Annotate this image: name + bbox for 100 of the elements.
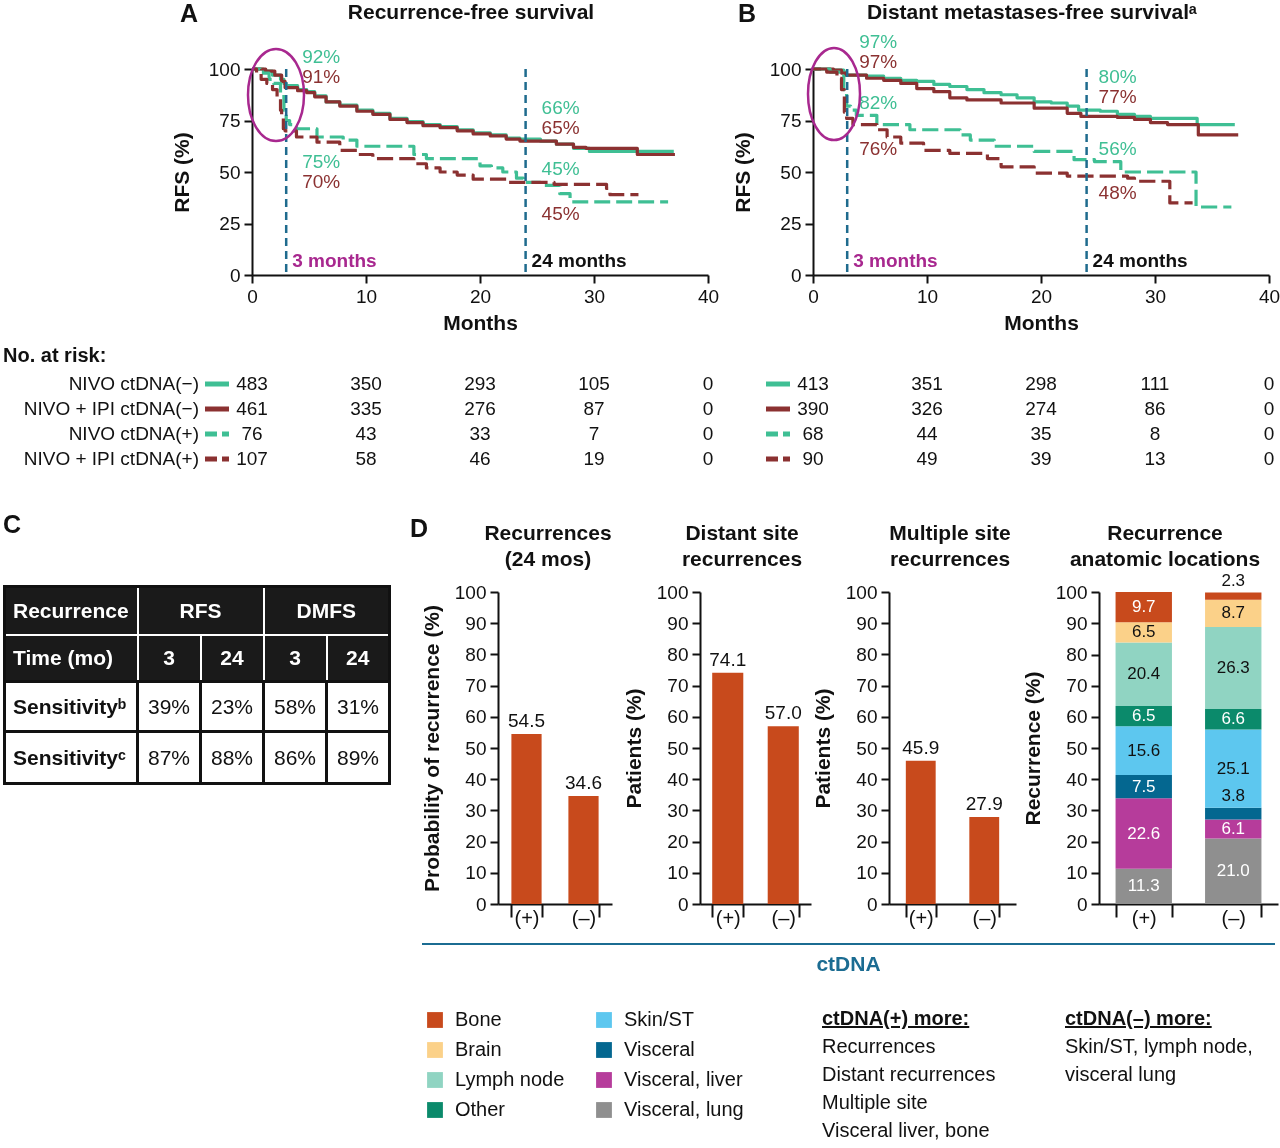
bar xyxy=(1115,798,1172,869)
text: 276 xyxy=(464,397,496,421)
text: 107 xyxy=(236,447,268,471)
y-tick-label: 50 xyxy=(219,161,241,183)
y-tick-label: 40 xyxy=(856,768,878,790)
text: 92% xyxy=(302,46,341,68)
y-tick-label: 40 xyxy=(667,768,689,790)
chart-title: Distant metastases-free survivalᵃ xyxy=(866,0,1198,23)
text: C xyxy=(3,509,22,539)
y-tick-label: 50 xyxy=(465,737,487,759)
text: 335 xyxy=(350,397,382,421)
text: Multiple site xyxy=(822,1090,928,1115)
text: 111 xyxy=(1140,372,1170,396)
text: 86 xyxy=(1144,397,1166,421)
text: 0 xyxy=(1263,397,1275,421)
chart-title: Recurrence-free survival xyxy=(347,0,595,23)
text: 483 xyxy=(236,372,268,396)
text: ctDNA(–) more: xyxy=(1065,1006,1212,1031)
annotation: 66% xyxy=(541,97,580,119)
x-axis-title: Months xyxy=(443,310,518,334)
x-tick-label: (–) xyxy=(771,906,796,929)
legend-label: Lymph node xyxy=(455,1068,565,1090)
text: 86% xyxy=(273,745,317,769)
y-tick-label: 100 xyxy=(656,581,689,603)
data-label: 2.3 xyxy=(1221,570,1246,590)
text: 19 xyxy=(583,447,605,471)
y-tick-label: 90 xyxy=(856,612,878,634)
annotation: 80% xyxy=(1098,66,1137,88)
x-tick-label: (–) xyxy=(571,906,597,929)
y-tick-label: 30 xyxy=(856,799,878,821)
annotation: 97% xyxy=(859,51,898,73)
text: 0 xyxy=(702,397,714,421)
bar xyxy=(1205,807,1262,820)
y-tick-label: 30 xyxy=(465,799,487,821)
legend-label: NIVO + IPI ctDNA(+) xyxy=(23,447,199,471)
x-tick-label: (–) xyxy=(1221,906,1246,929)
text: 461 xyxy=(236,397,268,421)
y-tick-label: 70 xyxy=(465,675,487,697)
y-tick-label: 30 xyxy=(667,799,689,821)
text: 105 xyxy=(578,372,610,396)
y-tick-label: 0 xyxy=(790,264,802,286)
annotation: 48% xyxy=(1098,182,1137,204)
legend-label: Visceral xyxy=(624,1038,695,1060)
text: RFS xyxy=(179,598,222,622)
text: 43 xyxy=(355,422,377,446)
bar xyxy=(1115,868,1172,904)
data-label: 6.5 xyxy=(1131,706,1156,726)
text: 0 xyxy=(1263,447,1275,471)
text: 44 xyxy=(916,422,938,446)
legend-label: Other xyxy=(455,1098,506,1120)
text: 31% xyxy=(336,694,380,718)
text: 76 xyxy=(241,422,263,446)
text: 0 xyxy=(1263,422,1275,446)
legend-label: Visceral, lung xyxy=(624,1098,744,1120)
x-tick-label: (+) xyxy=(1131,906,1157,929)
data-label: 25.1 xyxy=(1216,758,1250,778)
data-label: 45.9 xyxy=(902,736,940,758)
y-tick-label: 70 xyxy=(856,675,878,697)
data-label: 26.3 xyxy=(1216,657,1250,677)
data-label: 74.1 xyxy=(709,648,747,670)
y-tick-label: 10 xyxy=(1066,862,1088,884)
text: 23% xyxy=(210,694,254,718)
bar xyxy=(1115,592,1172,623)
y-axis-title: RFS (%) xyxy=(730,132,754,213)
text: 13 xyxy=(1144,447,1166,471)
x-tick-label: (–) xyxy=(972,906,997,929)
bar xyxy=(1205,592,1262,600)
y-tick-label: 50 xyxy=(667,737,689,759)
text: 0 xyxy=(702,372,714,396)
x-tick-label: 30 xyxy=(583,285,606,307)
chart-title: Distant site recurrences xyxy=(681,521,803,570)
data-label: 15.6 xyxy=(1127,740,1161,760)
x-tick-label: 10 xyxy=(916,285,939,307)
text: Time (mo) xyxy=(13,645,113,669)
text: 39% xyxy=(147,694,191,718)
x-tick-label: 0 xyxy=(247,285,258,307)
y-tick-label: 20 xyxy=(856,831,878,853)
y-axis-title: Recurrence (%) xyxy=(1020,671,1044,826)
annotation: 45% xyxy=(541,158,580,180)
ref-line-label: 24 months xyxy=(531,250,627,271)
legend-label: Brain xyxy=(455,1038,502,1060)
y-tick-label: 30 xyxy=(1066,799,1088,821)
data-label: 54.5 xyxy=(508,709,545,731)
data-label: 6.6 xyxy=(1221,709,1246,729)
legend-label: NIVO ctDNA(+) xyxy=(68,422,199,446)
ref-line-label: 24 months xyxy=(1092,250,1188,271)
x-tick-label: 30 xyxy=(1144,285,1167,307)
data-label: 11.3 xyxy=(1127,876,1160,896)
text: 293 xyxy=(464,372,496,396)
text: 413 xyxy=(797,372,829,396)
y-tick-label: 80 xyxy=(465,643,487,665)
bar xyxy=(1205,838,1262,904)
y-tick-label: 40 xyxy=(465,768,487,790)
legend-label: Visceral, liver xyxy=(624,1068,743,1090)
x-tick-label: 40 xyxy=(1258,285,1280,307)
y-tick-label: 20 xyxy=(1066,831,1088,853)
y-axis-title: Patients (%) xyxy=(621,688,645,809)
y-tick-label: 100 xyxy=(208,58,241,80)
text: 58 xyxy=(355,447,377,471)
x-tick-label: (+) xyxy=(514,906,540,929)
